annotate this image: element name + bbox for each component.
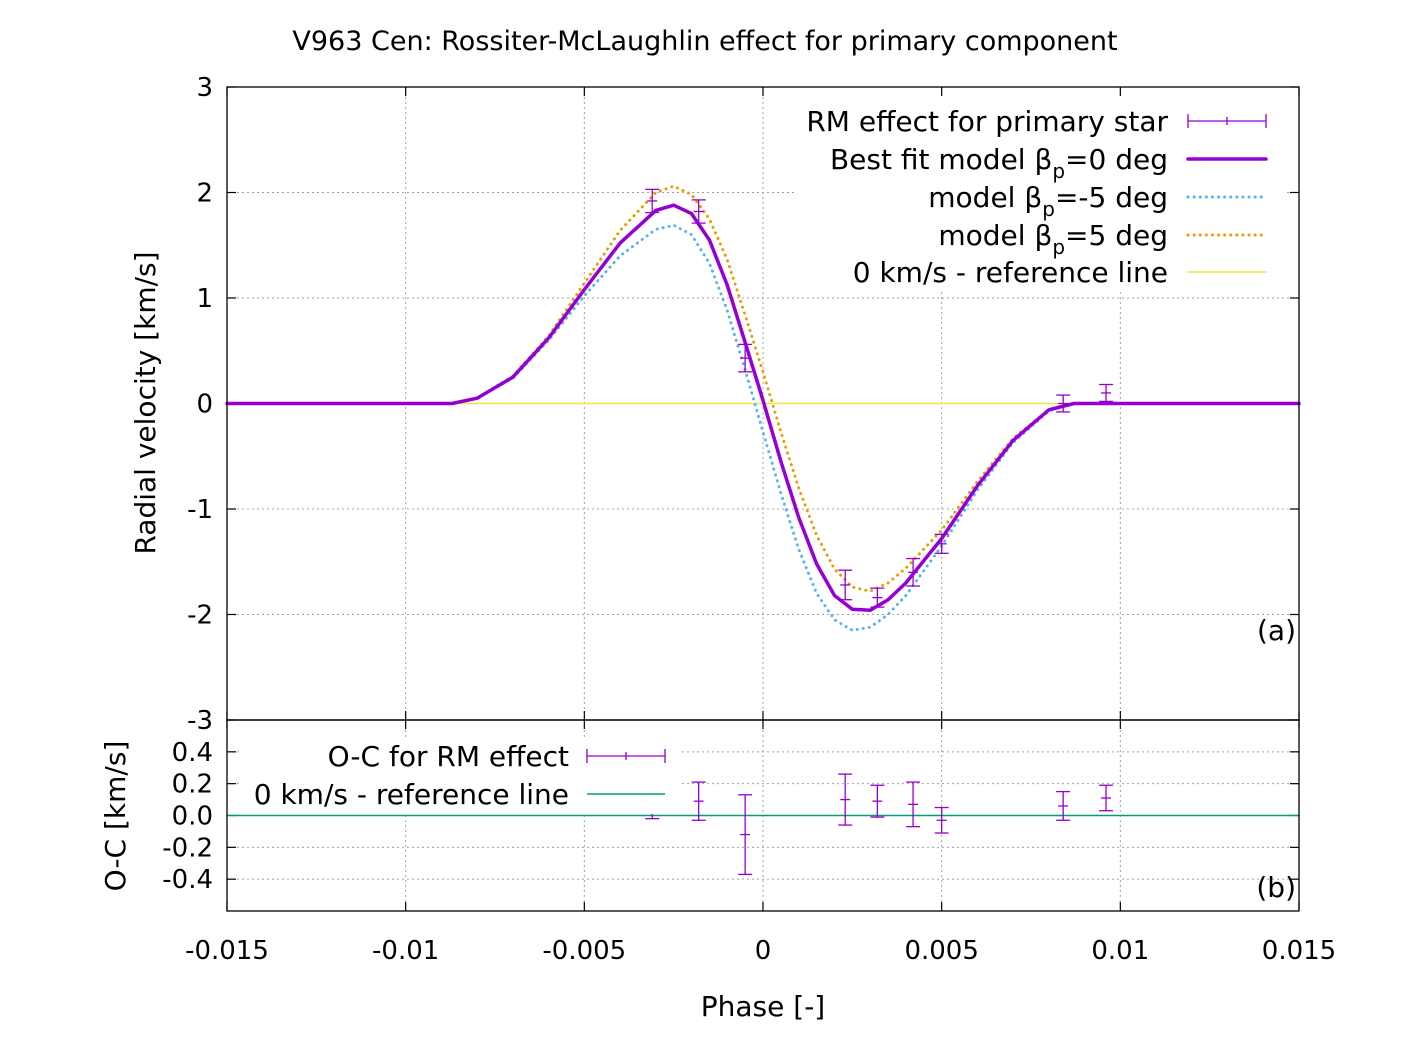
panel-b-ytick-label: -0.4 <box>162 865 213 895</box>
x-tick-label: -0.01 <box>372 936 439 966</box>
legend-entry: 0 km/s - reference line <box>254 778 665 811</box>
panel-b-ytick-label: 0.2 <box>172 770 213 800</box>
legend-entry: model βp=-5 deg <box>928 181 1268 221</box>
panel-a-data-point <box>870 587 885 608</box>
panel-a-tag: (a) <box>1257 614 1296 647</box>
panel-a-ytick-label: -3 <box>187 706 213 736</box>
panel-a-ytick-label: 0 <box>196 390 213 420</box>
panel-b-plot: 0.40.20.0-0.2-0.4 -0.015 -0.01 -0.005 0 0.005… <box>162 719 1336 966</box>
panel-b-frame <box>226 719 1300 912</box>
panel-b-data-point <box>738 794 753 876</box>
legend-entry: O-C for RM effect <box>328 740 666 773</box>
x-axis-label: Phase [-] <box>701 990 825 1023</box>
panel-b-tag: (b) <box>1256 871 1296 904</box>
y-axis-label-panel-b: O-C [km/s] <box>99 741 132 892</box>
legend-label: O-C for RM effect <box>328 740 569 773</box>
panel-a-data-point <box>906 557 921 587</box>
panel-b-data-point <box>934 806 949 834</box>
legend-label: RM effect for primary star <box>806 105 1168 138</box>
panel-a-data-point <box>838 569 853 601</box>
legend-label: Best fit model βp=0 deg <box>830 143 1168 183</box>
panel-a-data-point <box>1099 383 1114 403</box>
panel-a-ytick-label: 2 <box>196 179 213 209</box>
panel-b-data-point <box>870 784 885 818</box>
x-tick-label: -0.015 <box>185 936 269 966</box>
legend-label: model βp=-5 deg <box>928 181 1168 221</box>
panel-a-ytick-label: -2 <box>187 601 213 631</box>
x-tick-label: -0.005 <box>542 936 626 966</box>
legend-background <box>240 738 680 814</box>
x-tick-label: 0.005 <box>904 936 978 966</box>
legend-entry: model βp=5 deg <box>938 219 1268 259</box>
legend-entry: 0 km/s - reference line <box>853 256 1267 289</box>
panel-b-ytick-label: 0.0 <box>172 802 213 832</box>
x-tick-label: 0.015 <box>1262 936 1336 966</box>
panel-b-data-point <box>1056 790 1071 821</box>
legend-background <box>797 96 1287 290</box>
panel-a-data-point <box>738 343 753 373</box>
panel-b-data-point <box>838 773 853 826</box>
legend-entry: RM effect for primary star <box>806 105 1267 138</box>
legend-entry: Best fit model βp=0 deg <box>830 143 1268 183</box>
panel-a-series-line <box>225 184 1301 593</box>
panel-a-series-line <box>225 203 1301 613</box>
panel-a-ytick-label: 3 <box>196 73 213 103</box>
panel-a-plot: 3 2 1 0 -1 -2 -3 RM effect for primary star Best… <box>187 73 1301 736</box>
x-tick-label: 0.01 <box>1091 936 1149 966</box>
panel-b-data-point <box>906 781 921 828</box>
panel-a-ytick-label: -1 <box>187 495 213 525</box>
panel-a-data-point <box>645 188 660 214</box>
panel-b-data-point <box>691 781 706 821</box>
chart-title: V963 Cen: Rossiter-McLaughlin effect for… <box>292 26 1117 57</box>
legend-label: model βp=5 deg <box>938 219 1168 259</box>
legend-label: 0 km/s - reference line <box>254 778 569 811</box>
panel-a-data-point <box>1056 394 1071 413</box>
panel-a-data-point <box>934 533 949 554</box>
panel-a-series-line <box>225 223 1301 632</box>
y-axis-label-panel-a: Radial velocity [km/s] <box>129 251 162 554</box>
x-tick-label: 0 <box>755 936 772 966</box>
panel-a-ytick-label: 1 <box>196 284 213 314</box>
panel-b-ytick-label: -0.2 <box>162 833 213 863</box>
panel-b-data-point <box>1099 784 1114 812</box>
legend-label: 0 km/s - reference line <box>853 256 1168 289</box>
panel-a-data-point <box>691 199 706 224</box>
panel-b-ytick-label: 0.4 <box>172 738 213 768</box>
